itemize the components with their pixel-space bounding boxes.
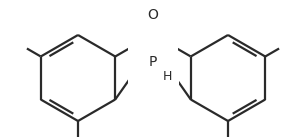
Text: O: O (147, 8, 159, 22)
Text: H: H (163, 70, 172, 83)
Text: P: P (149, 55, 157, 69)
Text: P: P (149, 55, 157, 69)
Text: H: H (163, 70, 172, 83)
Text: O: O (147, 8, 159, 22)
